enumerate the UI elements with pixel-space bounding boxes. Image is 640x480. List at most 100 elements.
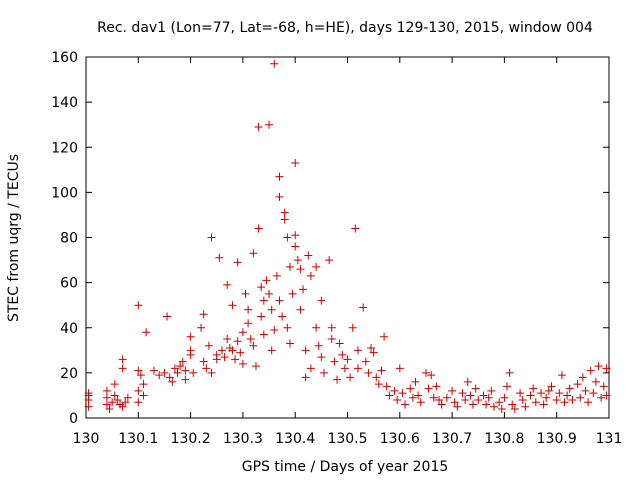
x-tick-label: 130.4 (275, 431, 315, 447)
data-point (369, 348, 378, 357)
data-point (249, 249, 258, 258)
data-point (432, 382, 441, 391)
data-point (186, 332, 195, 341)
data-point (421, 368, 430, 377)
data-point (265, 120, 274, 129)
data-point (288, 289, 297, 298)
data-point (204, 341, 213, 350)
data-point (136, 371, 145, 380)
data-point (312, 262, 321, 271)
data-point (573, 380, 582, 389)
data-point (134, 398, 143, 407)
data-point (393, 395, 402, 404)
x-tick-label: 130.5 (327, 431, 367, 447)
data-point (497, 404, 506, 413)
data-point (118, 364, 127, 373)
data-point (482, 400, 491, 409)
data-point (544, 386, 553, 395)
data-point (398, 389, 407, 398)
data-point (353, 346, 362, 355)
data-point (296, 305, 305, 314)
data-point (267, 346, 276, 355)
data-point (377, 366, 386, 375)
data-point (466, 391, 475, 400)
y-tick-label: 120 (51, 140, 78, 156)
data-point (380, 332, 389, 341)
data-point (330, 357, 339, 366)
data-point (244, 319, 253, 328)
data-point (312, 323, 321, 332)
data-point (317, 353, 326, 362)
y-axis-label: STEC from uqrg / TECUs (6, 154, 22, 322)
data-point (327, 323, 336, 332)
data-point (578, 373, 587, 382)
data-point (178, 357, 187, 366)
data-point (518, 395, 527, 404)
data-point (442, 393, 451, 402)
data-point (351, 224, 360, 233)
data-point (435, 395, 444, 404)
data-point (317, 296, 326, 305)
data-point (189, 368, 198, 377)
data-point (361, 357, 370, 366)
data-point (471, 384, 480, 393)
data-point (367, 344, 376, 353)
data-point (134, 301, 143, 310)
data-point (134, 366, 143, 375)
data-point (416, 398, 425, 407)
data-point (427, 371, 436, 380)
data-point (254, 224, 263, 233)
data-point (181, 375, 190, 384)
data-point (510, 404, 519, 413)
data-point (207, 233, 216, 242)
data-point (280, 215, 289, 224)
data-point (105, 404, 114, 413)
x-tick-label: 130.9 (537, 431, 577, 447)
data-point (270, 326, 279, 335)
data-point (233, 337, 242, 346)
data-point (463, 377, 472, 386)
data-point (113, 395, 122, 404)
data-point (155, 371, 164, 380)
data-point (555, 389, 564, 398)
data-point (487, 386, 496, 395)
data-point (199, 310, 208, 319)
data-point (259, 296, 268, 305)
data-point (285, 262, 294, 271)
data-point (353, 364, 362, 373)
data-point (142, 328, 151, 337)
data-point (406, 384, 415, 393)
data-point (202, 364, 211, 373)
data-point (217, 346, 226, 355)
data-point (474, 395, 483, 404)
x-tick-label: 130.2 (171, 431, 211, 447)
data-point (479, 391, 488, 400)
y-tick-label: 160 (51, 50, 78, 66)
data-point (262, 276, 271, 285)
data-point (236, 348, 245, 357)
data-point (597, 393, 606, 402)
data-point (254, 122, 263, 131)
x-tick-label: 130.6 (380, 431, 420, 447)
data-point (531, 398, 540, 407)
data-point (450, 398, 459, 407)
data-point (343, 355, 352, 364)
data-point (134, 386, 143, 395)
data-point (275, 172, 284, 181)
data-point (199, 357, 208, 366)
data-point (568, 395, 577, 404)
x-tick-label: 130.3 (223, 431, 263, 447)
data-point (223, 280, 232, 289)
data-point (503, 382, 512, 391)
x-axis-label: GPS time / Days of year 2015 (242, 459, 449, 475)
data-point (108, 398, 117, 407)
data-point (293, 256, 302, 265)
data-point (165, 373, 174, 382)
data-point (291, 231, 300, 240)
data-point (594, 362, 603, 371)
data-point (516, 389, 525, 398)
data-point (306, 271, 315, 280)
data-point (249, 341, 258, 350)
data-point (259, 330, 268, 339)
y-tick-label: 60 (60, 276, 78, 292)
